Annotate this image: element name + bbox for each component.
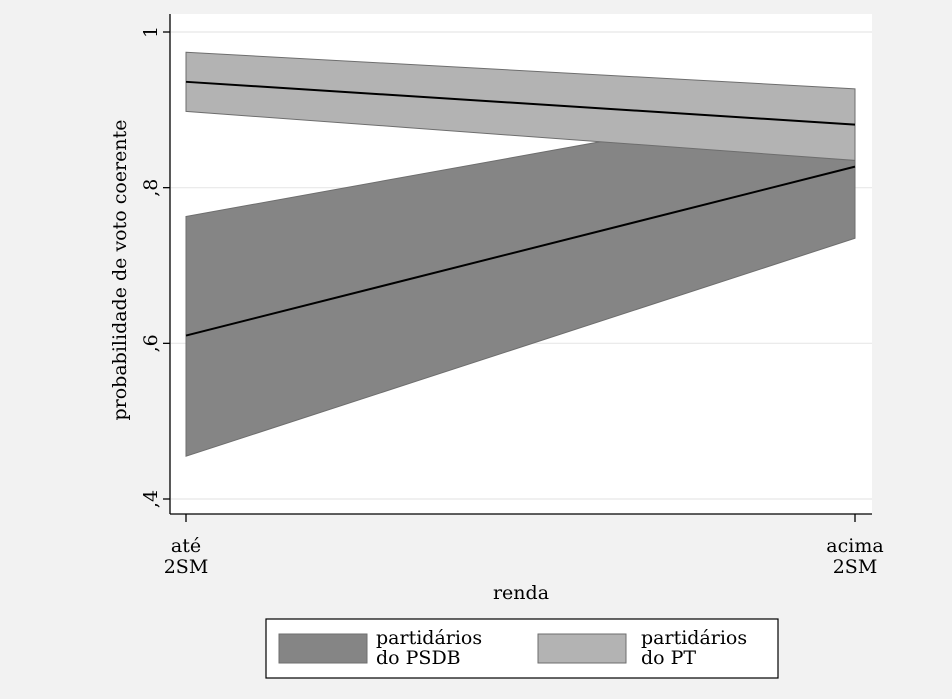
legend-swatch bbox=[537, 633, 627, 664]
x-tick-label: acima bbox=[826, 535, 883, 557]
y-tick-label: ,8 bbox=[140, 179, 162, 197]
x-axis-label: renda bbox=[493, 582, 549, 604]
x-tick-label: até bbox=[171, 535, 201, 557]
y-axis-label: probabilidade de voto coerente bbox=[109, 119, 131, 420]
x-tick-label: 2SM bbox=[164, 556, 209, 578]
prediction-lines bbox=[185, 80, 856, 337]
confidence-band bbox=[185, 51, 856, 161]
axes bbox=[169, 14, 872, 515]
legend-label: do PT bbox=[641, 647, 696, 669]
y-ticks: ,4 ,6 ,8 1 bbox=[140, 26, 170, 508]
legend-label: partidários bbox=[641, 627, 747, 649]
x-tick-label: 2SM bbox=[833, 556, 878, 578]
y-tick-label: ,4 bbox=[140, 490, 162, 508]
legend-label: do PSDB bbox=[376, 647, 461, 669]
y-tick-label: ,6 bbox=[140, 334, 162, 352]
confidence-bands bbox=[185, 51, 856, 457]
prediction-line bbox=[185, 80, 856, 126]
legend-swatch bbox=[278, 633, 368, 664]
legend-label: partidários bbox=[376, 627, 482, 649]
y-tick-label: 1 bbox=[140, 26, 162, 38]
prediction-line bbox=[185, 165, 856, 337]
